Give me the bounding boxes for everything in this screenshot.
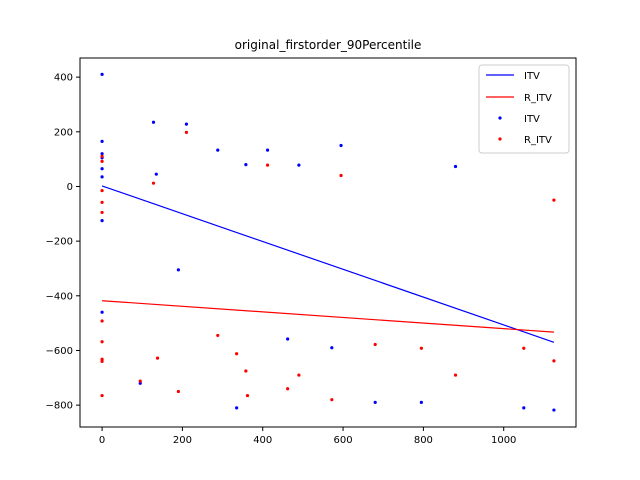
r-itv-point-23 [339, 173, 343, 178]
r-itv-point-13 [176, 389, 180, 394]
r-itv-point-15 [216, 333, 220, 338]
itv-point-25 [552, 408, 556, 412]
x-tick-label-2: 400 [253, 435, 272, 446]
itv-point-18 [297, 163, 301, 167]
r-itv-point-5 [100, 319, 104, 323]
itv-point-10 [154, 172, 158, 176]
itv-point-5 [100, 175, 104, 179]
y-tick-label-3: −200 [46, 237, 73, 248]
itv-point-1 [100, 139, 104, 143]
legend-label-r-itv-line: R_ITV [524, 93, 552, 104]
r-itv-point-22 [330, 398, 334, 402]
r-itv-point-9 [100, 393, 104, 398]
r-itv-point-20 [286, 387, 290, 391]
r-itv-point-19 [265, 163, 270, 167]
r-itv-point-28 [552, 198, 556, 202]
r-itv-point-4 [100, 210, 104, 215]
itv-point-11 [176, 268, 180, 272]
itv-point-2 [100, 152, 104, 156]
itv-point-24 [522, 406, 526, 410]
x-tick-label-5: 1000 [491, 435, 516, 446]
x-tick-label-4: 800 [414, 435, 433, 446]
r-itv-point-1 [100, 159, 104, 163]
itv-point-9 [151, 120, 156, 124]
itv-point-12 [184, 122, 189, 126]
x-tick-label-0: 0 [99, 435, 105, 446]
itv-point-19 [330, 346, 334, 350]
r-itv-point-7 [100, 357, 104, 361]
y-tick-label-5: −600 [46, 346, 73, 357]
legend-label-r-itv-points: R_ITV [524, 135, 552, 146]
itv-point-4 [100, 167, 104, 171]
legend-frame [478, 64, 570, 154]
plot-area [100, 72, 556, 412]
r-itv-point-14 [184, 130, 189, 134]
legend: ITV R_ITV ITV R_ITV [478, 64, 570, 154]
r-itv-point-12 [155, 356, 160, 360]
itv-point-7 [100, 310, 104, 314]
r-itv-point-27 [522, 346, 526, 350]
axes-frame [79, 57, 577, 428]
r-itv-point-18 [245, 393, 250, 398]
r-itv-point-10 [138, 379, 142, 383]
r-itv-point-24 [373, 342, 377, 347]
y-tick-label-4: −400 [46, 291, 73, 302]
x-tick-label-3: 600 [334, 435, 353, 446]
itv-point-14 [235, 406, 239, 410]
r-itv-point-2 [100, 188, 104, 193]
itv-point-6 [100, 219, 104, 223]
r-itv-point-21 [297, 373, 301, 377]
itv-point-15 [244, 163, 248, 167]
itv-point-17 [286, 337, 290, 341]
x-tick-label-1: 200 [173, 435, 192, 446]
itv-point-8 [138, 381, 142, 385]
axis-ticks: 0 200 400 600 800 1000 400 200 0 −200 −400 −600 −800 [46, 73, 517, 446]
legend-marker-r-itv [498, 137, 502, 141]
r-itv-point-0 [100, 154, 104, 158]
y-tick-label-6: −800 [46, 401, 73, 412]
r-itv-point-25 [419, 346, 423, 350]
itv-point-0 [100, 72, 104, 76]
r-itv-point-3 [100, 200, 104, 204]
legend-label-itv-line: ITV [524, 71, 540, 82]
r-itv-point-17 [244, 369, 248, 373]
r-itv-point-16 [235, 352, 239, 356]
itv-point-22 [419, 400, 423, 404]
r-itv-point-26 [453, 373, 458, 377]
itv-point-21 [373, 400, 377, 404]
itv-point-16 [265, 148, 270, 152]
itv-point-23 [453, 164, 458, 169]
itv-point-13 [216, 148, 220, 152]
y-tick-label-0: 400 [54, 73, 73, 84]
chart-title: original_firstorder_90Percentile [235, 38, 422, 52]
legend-label-itv-points: ITV [524, 114, 540, 125]
r-itv-point-11 [151, 181, 156, 185]
r-itv-point-29 [552, 359, 556, 363]
itv-point-20 [339, 143, 343, 148]
series-line-itv [101, 185, 555, 343]
series-line-r-itv [102, 300, 554, 333]
legend-marker-itv [498, 116, 502, 120]
r-itv-point-6 [100, 340, 104, 344]
r-itv-point-8 [100, 359, 104, 363]
y-tick-label-2: 0 [67, 182, 73, 193]
y-tick-label-1: 200 [54, 127, 73, 138]
